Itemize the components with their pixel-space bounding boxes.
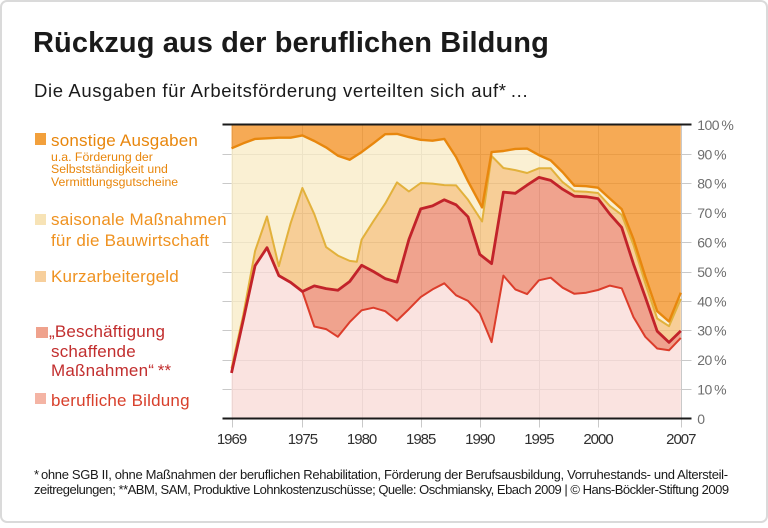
svg-text:80 %: 80 % [697, 176, 726, 192]
svg-text:2000: 2000 [583, 431, 613, 448]
svg-text:40 %: 40 % [697, 293, 726, 309]
svg-text:100 %: 100 % [697, 117, 733, 133]
svg-text:0: 0 [697, 411, 705, 427]
svg-text:1995: 1995 [524, 431, 554, 448]
svg-text:1985: 1985 [406, 431, 436, 448]
svg-text:1969: 1969 [217, 431, 247, 448]
svg-text:1980: 1980 [347, 431, 377, 448]
svg-text:90 %: 90 % [697, 146, 726, 162]
svg-text:1990: 1990 [465, 431, 495, 448]
svg-text:70 %: 70 % [697, 205, 726, 221]
svg-text:10 %: 10 % [697, 382, 726, 398]
svg-text:1975: 1975 [288, 431, 318, 448]
svg-text:30 %: 30 % [697, 323, 726, 339]
svg-text:50 %: 50 % [697, 264, 726, 280]
svg-text:20 %: 20 % [697, 352, 726, 368]
svg-text:60 %: 60 % [697, 235, 726, 251]
svg-text:2007: 2007 [666, 431, 696, 448]
